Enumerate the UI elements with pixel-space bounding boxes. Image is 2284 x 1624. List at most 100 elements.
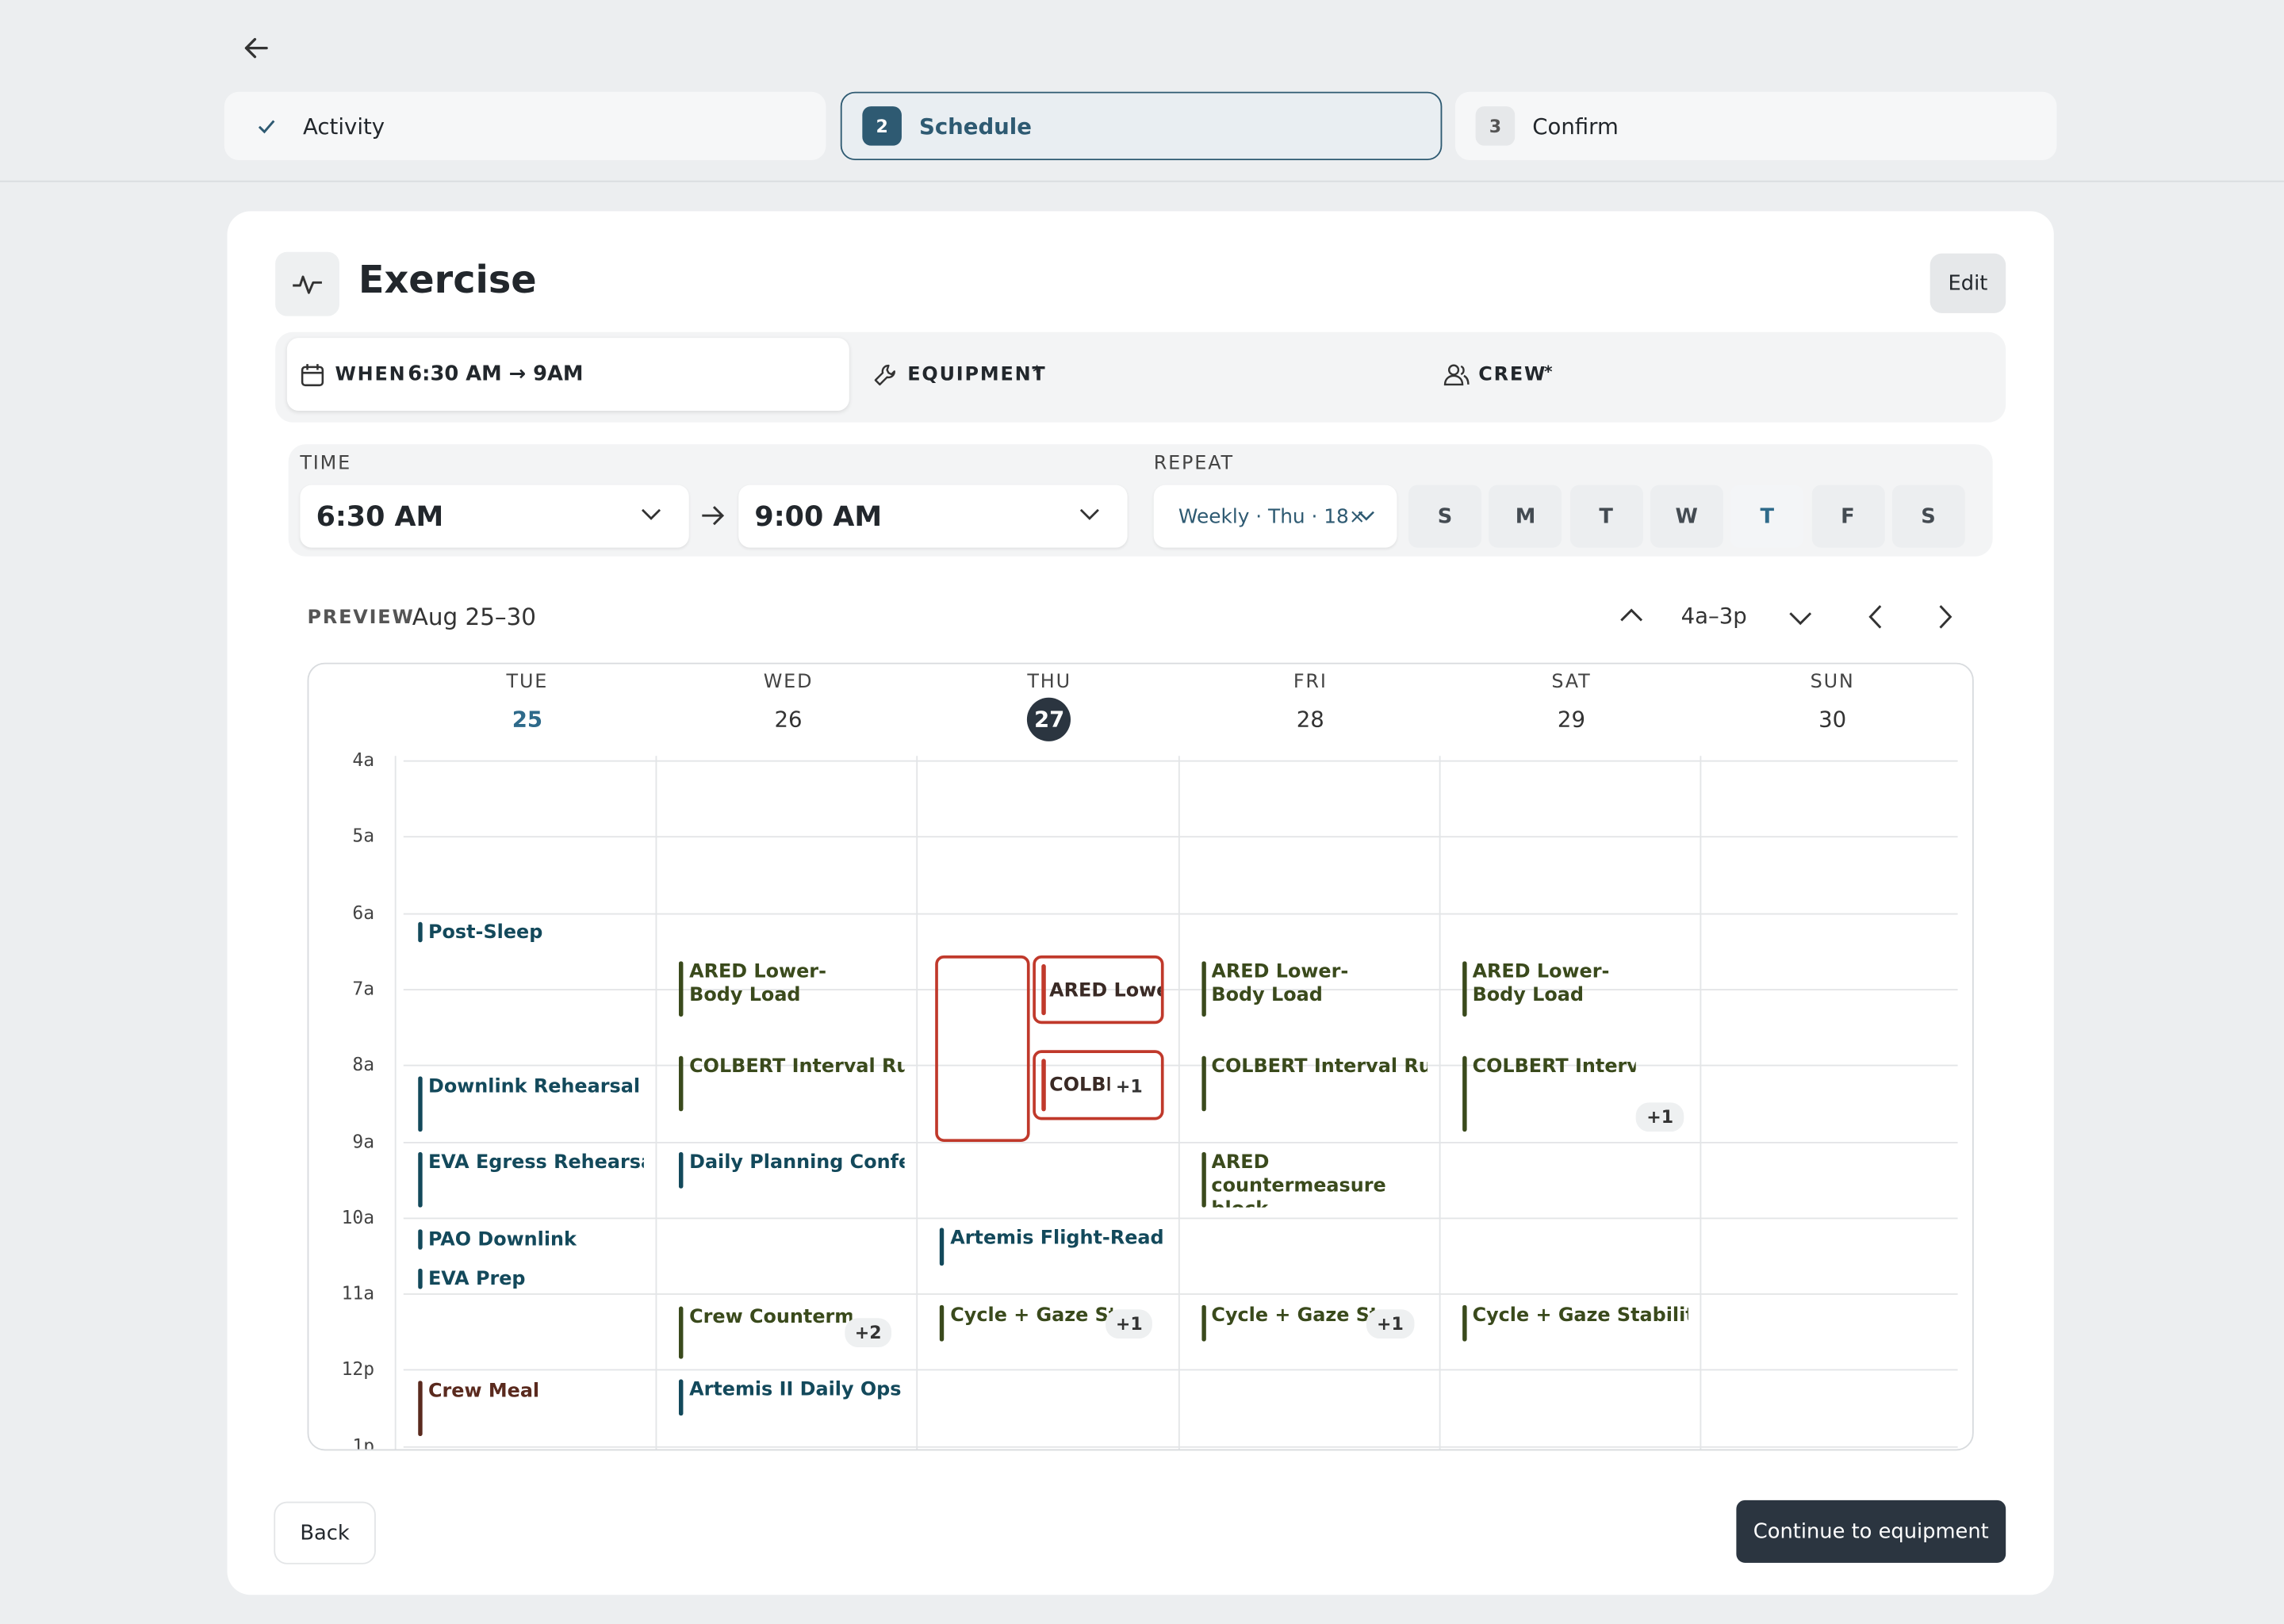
step-schedule[interactable]: 2 Schedule [840, 91, 1443, 161]
selection-block [935, 955, 1030, 1143]
event[interactable]: PAO Downlink [418, 1229, 651, 1250]
hour-line [403, 760, 1958, 762]
step-label: Activity [303, 113, 385, 140]
weekday-button[interactable]: T [1569, 485, 1643, 548]
edit-button[interactable]: Edit [1930, 253, 2006, 313]
event[interactable]: ARED Lower-Body Load [679, 961, 912, 1017]
day-name: FRI [1293, 671, 1328, 694]
event-bar [1041, 963, 1047, 1016]
end-select[interactable]: 9:00 AM [738, 485, 1128, 548]
hour-label: 9a [352, 1129, 375, 1151]
hour-label: 7a [352, 977, 375, 999]
preview-range: Aug 25–30 [412, 603, 537, 631]
event[interactable]: COLBERT Interval Run+1 [1033, 1050, 1165, 1120]
hours-range: 4a–3p [1680, 603, 1747, 630]
weekday-button[interactable]: T [1730, 485, 1804, 548]
prev-week[interactable] [1868, 604, 1884, 629]
event[interactable]: Crew Countermeasures+2 [679, 1306, 912, 1359]
continue-button[interactable]: Continue to equipment [1736, 1500, 2006, 1563]
weekday-button[interactable]: M [1489, 485, 1562, 548]
scroll-up[interactable] [1619, 607, 1643, 623]
event[interactable]: Downlink Rehearsal [418, 1076, 651, 1132]
event-title: ARED Lower-Body Load [1211, 961, 1349, 1007]
arrow-right [702, 506, 725, 526]
hour-line [403, 836, 1958, 838]
equipment-label[interactable]: EQUIPMENT [907, 364, 1047, 386]
day-date: 26 [774, 706, 803, 733]
crew-icon [1443, 364, 1470, 386]
event[interactable]: ARED Lower-Body Load [1033, 955, 1165, 1025]
event-bar [418, 1381, 423, 1437]
event-bar [1041, 1059, 1047, 1112]
next-week[interactable] [1937, 604, 1953, 629]
calendar-icon [301, 364, 324, 387]
event[interactable]: COLBERT Interval Run+1 [1462, 1055, 1696, 1132]
column-line [1439, 756, 1441, 1450]
event[interactable]: Cycle + Gaze Stability+1 [1201, 1304, 1435, 1342]
event-badge: +1 [1106, 1308, 1153, 1339]
event-badge: +1 [1636, 1102, 1684, 1132]
back-button[interactable]: Back [275, 1503, 375, 1563]
event-bar [418, 1268, 423, 1289]
activity-icon [275, 251, 339, 316]
weekday-button[interactable]: F [1811, 485, 1884, 548]
event[interactable]: ARED Lower-Body Load [1201, 961, 1435, 1017]
event-bar [679, 1306, 684, 1359]
hour-line [403, 1293, 1958, 1296]
scroll-down[interactable] [1789, 611, 1812, 626]
event[interactable]: EVA Egress Rehearsal [418, 1151, 651, 1208]
event[interactable]: COLBERT Interval Run [679, 1055, 912, 1112]
event[interactable]: ARED countermeasure block [1201, 1151, 1435, 1208]
column-line [1178, 756, 1180, 1450]
weekday-button[interactable]: W [1650, 485, 1723, 548]
activity-title: Exercise [358, 259, 537, 304]
step-confirm[interactable]: 3 Confirm [1454, 91, 2057, 161]
event-bar [418, 1076, 423, 1132]
event[interactable]: EVA Prep [418, 1268, 651, 1289]
crew-label[interactable]: CREW [1478, 364, 1547, 386]
event-title: Cycle + Gaze Stability [1472, 1304, 1688, 1327]
event[interactable]: Artemis Flight-Readiness [940, 1228, 1173, 1266]
event-title: EVA Prep [428, 1268, 526, 1289]
event[interactable]: ARED Lower-Body Load [1462, 961, 1696, 1017]
hour-line [403, 1369, 1958, 1372]
event[interactable]: Crew Meal [418, 1381, 651, 1437]
repeat-value: Weekly · Thu · 18× [1178, 504, 1366, 528]
event[interactable]: Cycle + Gaze Stability [1462, 1304, 1696, 1342]
step-label: Confirm [1532, 113, 1619, 140]
step-activity[interactable]: Activity [224, 91, 826, 161]
weekday-button[interactable]: S [1891, 485, 1965, 548]
day-date: 28 [1296, 706, 1324, 733]
column-line [394, 756, 397, 1450]
event-badge: +2 [844, 1318, 892, 1347]
day-name: WED [763, 671, 814, 694]
step-number: 2 [862, 106, 902, 146]
event-bar [1462, 1304, 1467, 1342]
weekday-button[interactable]: S [1408, 485, 1481, 548]
event-bar [418, 1229, 423, 1250]
event[interactable]: Cycle + Gaze Stability+1 [940, 1304, 1173, 1342]
day-name: THU [1027, 671, 1071, 694]
wrench-icon [874, 364, 895, 386]
when-label: WHEN [335, 364, 407, 386]
event[interactable]: Artemis II Daily Ops Sync [679, 1379, 912, 1416]
back-arrow[interactable] [240, 32, 272, 63]
hour-line [403, 988, 1958, 990]
event-title: Downlink Rehearsal [428, 1076, 641, 1098]
event-bar [1462, 961, 1467, 1017]
day-date: 30 [1818, 706, 1847, 733]
start-select[interactable]: 6:30 AM [300, 485, 689, 548]
column-line [655, 756, 657, 1450]
when-box[interactable] [286, 338, 849, 411]
event[interactable]: COLBERT Interval Run [1201, 1055, 1435, 1112]
start-time: 6:30 AM [316, 500, 444, 533]
calendar: 4a 5a 6a 7a 8a 9a 10a 11a 12p 1p TUE 25 Post-Sleep Do… [307, 662, 1974, 1451]
event-title: Post-Sleep [428, 921, 543, 943]
hour-line [403, 912, 1958, 914]
event-title: PAO Downlink [428, 1229, 577, 1250]
event[interactable]: Post-Sleep [418, 921, 651, 943]
event[interactable]: Daily Planning Conference [679, 1151, 912, 1189]
hour-line [403, 1217, 1958, 1219]
repeat-select[interactable]: Weekly · Thu · 18× [1153, 485, 1397, 548]
